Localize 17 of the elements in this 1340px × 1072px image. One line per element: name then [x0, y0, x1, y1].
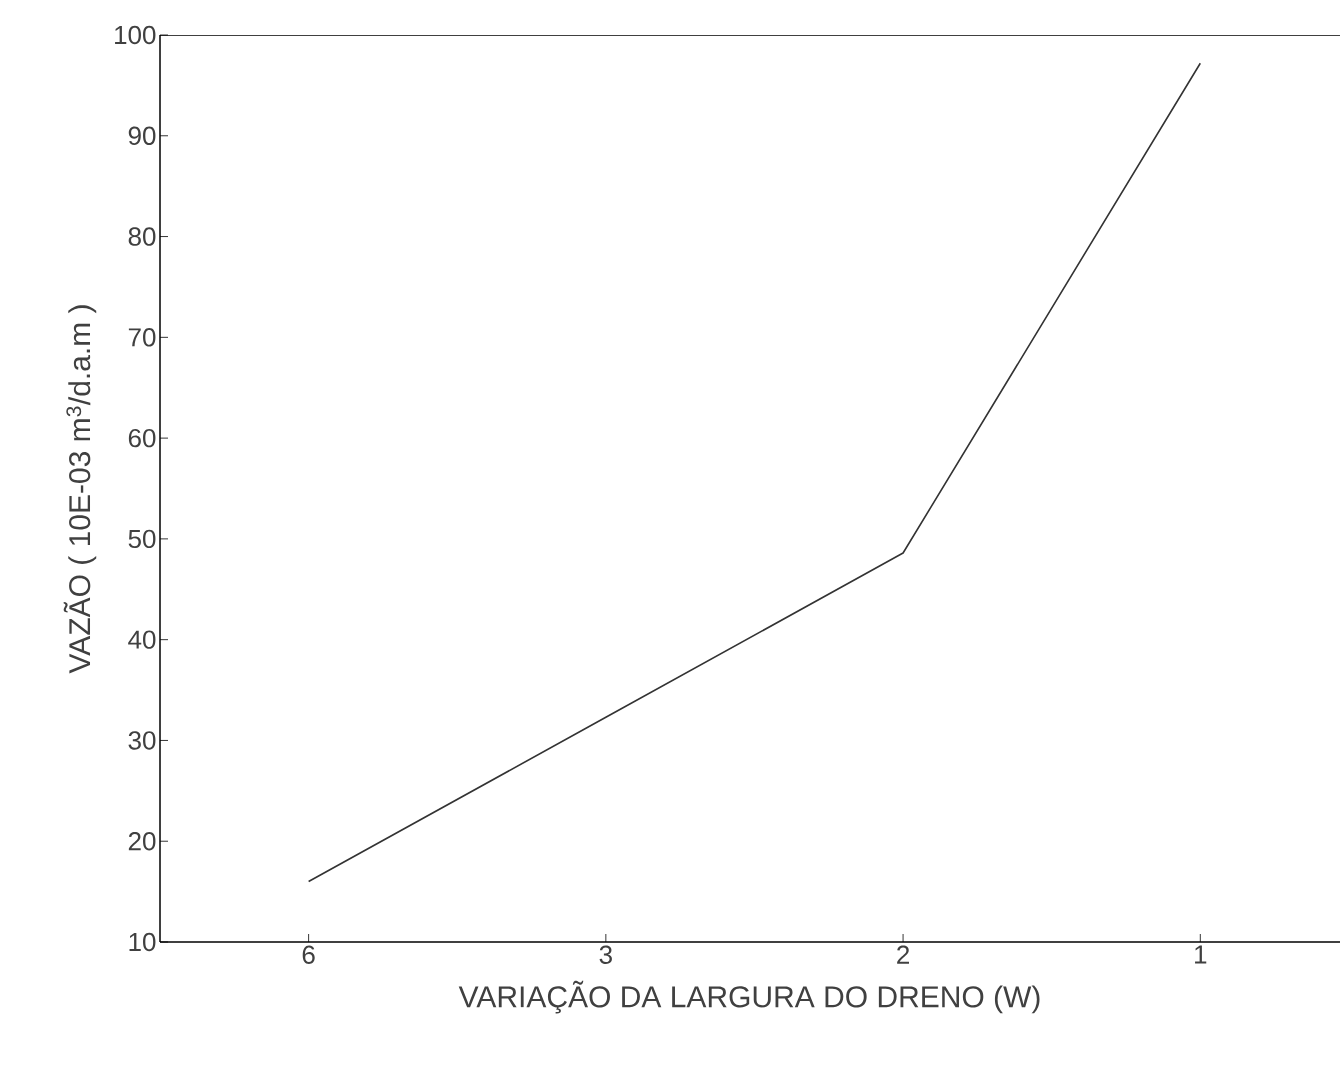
x-tick-label: 2: [897, 945, 909, 964]
y-axis-title: VAZÃO ( 10E-03 m$^{3}$/d.a.m ): [63, 305, 97, 674]
y-tick-label: 20: [128, 832, 156, 851]
y-tick-label: 40: [128, 630, 156, 649]
y-tick-label: 90: [128, 126, 156, 145]
y-tick-label: 60: [128, 428, 156, 448]
y-tick-label: 70: [128, 328, 156, 347]
x-tick-label: 1: [1195, 945, 1207, 964]
y-tick-label: 50: [128, 529, 156, 549]
y-tick-label: 30: [128, 731, 156, 750]
y-tick-label: 80: [128, 227, 156, 246]
y-tick-label: 100: [115, 25, 156, 45]
x-tick-label: 3: [599, 945, 612, 964]
x-tick-label: 6: [302, 945, 315, 964]
y-tick-label: 10: [129, 932, 156, 952]
x-axis-title: VARIAÇÃO DA LARGURA DO DRENO (W): [458, 980, 1040, 1014]
line-series: [307, 62, 1202, 883]
